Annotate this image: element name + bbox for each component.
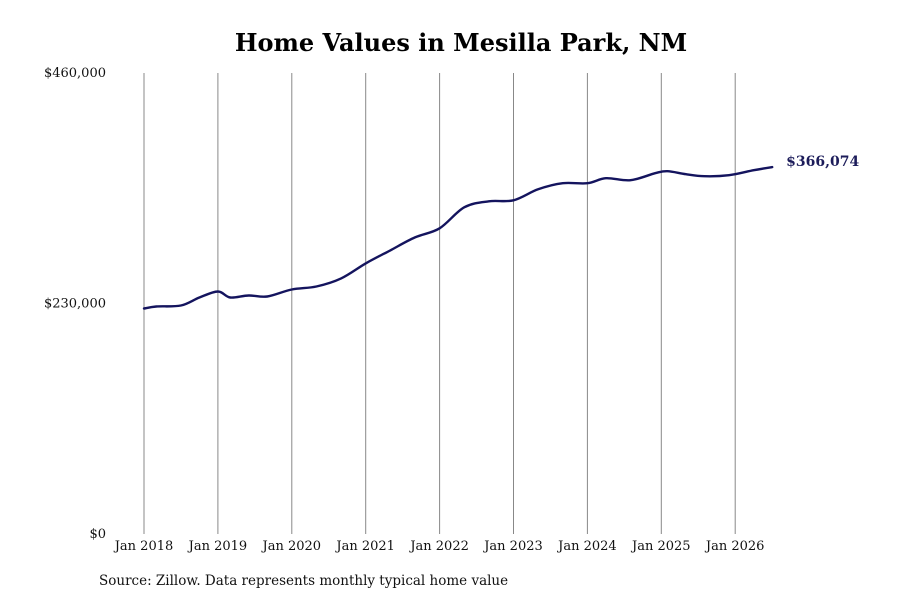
x-tick-label: Jan 2018 — [113, 539, 174, 554]
x-tick-label: Jan 2026 — [704, 539, 765, 554]
end-value-label: $366,074 — [786, 154, 859, 170]
home-value-line — [142, 165, 774, 310]
y-axis-ticks: $0 $230,000 $460,000 — [44, 66, 106, 542]
x-tick-label: Jan 2021 — [334, 539, 395, 554]
chart-title: Home Values in Mesilla Park, NM — [234, 28, 688, 57]
y-tick-label: $0 — [89, 527, 106, 542]
source-note: Source: Zillow. Data represents monthly … — [99, 573, 509, 589]
x-axis-ticks: Jan 2018 Jan 2019 Jan 2020 Jan 2021 Jan 2022… — [113, 539, 765, 554]
x-tick-label: Jan 2023 — [482, 539, 543, 554]
x-tick-label: Jan 2020 — [261, 539, 322, 554]
x-tick-label: Jan 2024 — [556, 539, 617, 554]
x-tick-label: Jan 2025 — [630, 539, 691, 554]
y-tick-label: $460,000 — [44, 66, 106, 81]
y-tick-label: $230,000 — [44, 297, 106, 312]
gridlines — [143, 73, 736, 534]
x-tick-label: Jan 2022 — [408, 539, 469, 554]
x-tick-label: Jan 2019 — [187, 539, 248, 554]
